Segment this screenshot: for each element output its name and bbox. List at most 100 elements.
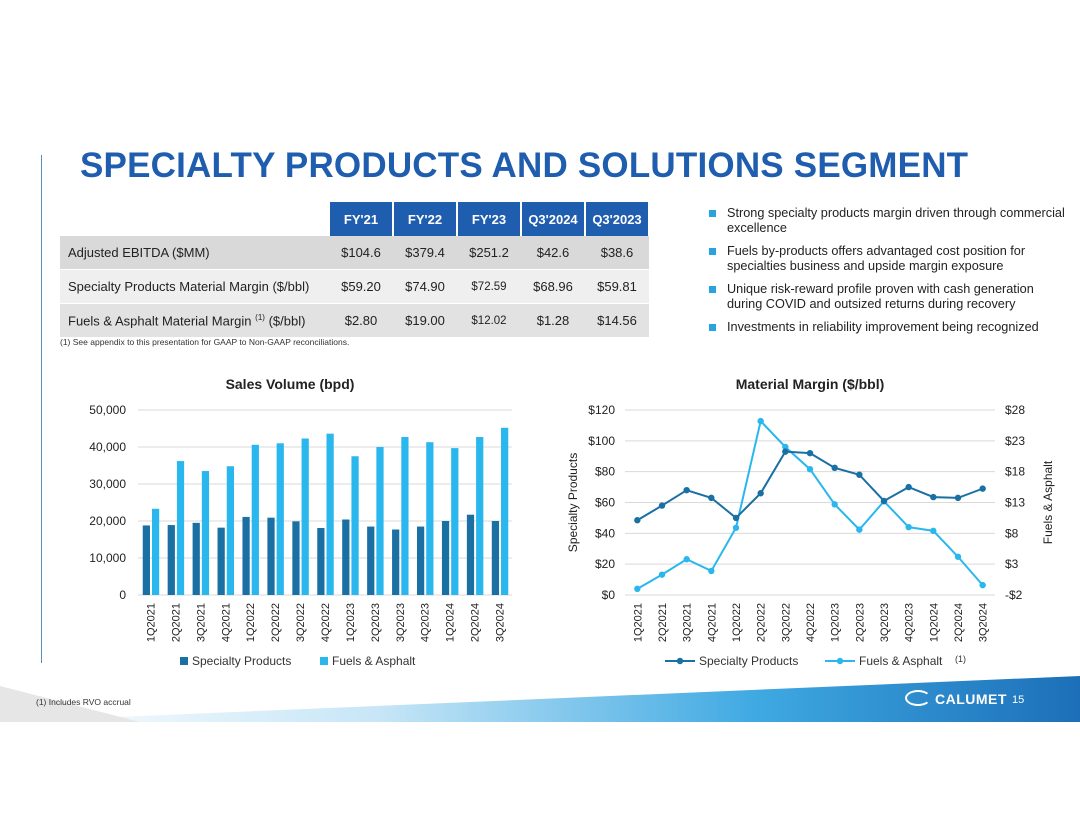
- point-specialty: [634, 517, 641, 524]
- bullet-item: Unique risk-reward profile proven with c…: [707, 282, 1067, 312]
- bar-fuels: [251, 444, 259, 595]
- x-tick-label: 2Q2021: [170, 603, 182, 642]
- y-left-tick-label: $60: [595, 496, 615, 510]
- sales-volume-chart: 0 10,000 20,000 30,000 40,000 50,000 1Q2021 2Q2…: [89, 403, 512, 668]
- y-right-tick-label: $18: [1005, 465, 1025, 479]
- row-label: Fuels & Asphalt Material Margin (1) ($/b…: [60, 303, 329, 338]
- material-margin-chart: $0 -$2 $20 $3 $40 $8 $60 $13 $80 $18 $100 $23 $120 $2…: [566, 403, 1055, 668]
- point-fuels: [708, 567, 715, 575]
- table-cell: $12.02: [457, 303, 521, 338]
- legend-label-fuels: Fuels & Asphalt: [332, 654, 416, 668]
- x-tick-label: 3Q2023: [879, 603, 891, 642]
- x-tick-label: 4Q2021: [220, 603, 232, 642]
- table-header-row: FY'21 FY'22 FY'23 Q3'2024 Q3'2023: [60, 202, 650, 236]
- point-specialty: [683, 486, 690, 494]
- x-tick-label: 2Q2022: [756, 603, 768, 642]
- col-header: FY'21: [329, 202, 394, 236]
- col-header: Q3'2024: [521, 202, 586, 236]
- x-tick-label: 3Q2021: [682, 603, 694, 642]
- point-fuels: [732, 524, 740, 531]
- bar-fuels: [176, 461, 185, 595]
- bullet-item: Fuels by-products offers advantaged cost…: [707, 244, 1067, 274]
- point-fuels: [954, 553, 962, 560]
- y-right-tick-label: $23: [1005, 434, 1025, 448]
- x-tick-label: 4Q2023: [904, 603, 916, 642]
- table-cell: $38.6: [585, 236, 649, 270]
- x-tick-label: 3Q2022: [780, 603, 792, 642]
- point-specialty: [930, 493, 937, 501]
- kpi-table: FY'21 FY'22 FY'23 Q3'2024 Q3'2023 Adjust…: [60, 202, 650, 338]
- y-left-tick-label: $80: [595, 465, 615, 479]
- y-left-tick-label: $100: [588, 434, 615, 448]
- y-left-tick-label: $0: [602, 588, 616, 602]
- bullet-text: Strong specialty products margin driven …: [727, 206, 1065, 235]
- x-tick-label: 2Q2023: [370, 603, 382, 642]
- y-right-tick-label: $3: [1005, 557, 1019, 571]
- x-tick-label: 2Q2023: [854, 603, 866, 642]
- y-tick-label: 50,000: [89, 403, 126, 417]
- x-tick-label: 4Q2022: [805, 603, 817, 642]
- footer-footnote: (1) Includes RVO accrual: [36, 697, 131, 707]
- bar-specialty: [392, 529, 400, 595]
- y-left-tick-label: $40: [595, 526, 615, 540]
- point-fuels: [634, 585, 641, 593]
- bar-specialty: [317, 528, 325, 595]
- bar-specialty: [417, 526, 425, 595]
- logo-text: CALUMET: [935, 691, 1007, 707]
- point-specialty: [806, 449, 814, 457]
- col-header: Q3'2023: [585, 202, 650, 236]
- y-tick-label: 0: [119, 588, 126, 602]
- legend-swatch-specialty: [180, 657, 188, 665]
- bar-fuels: [401, 437, 409, 595]
- bullet-text: Fuels by-products offers advantaged cost…: [727, 244, 1026, 273]
- bar-specialty: [342, 519, 350, 595]
- bar-specialty: [491, 521, 500, 595]
- legend-label-specialty: Specialty Products: [699, 654, 798, 668]
- table-cell: $59.81: [585, 269, 649, 304]
- row-label-unit: ($/bbl): [268, 313, 306, 329]
- bar-specialty: [367, 526, 375, 595]
- y-right-tick-label: $28: [1005, 403, 1025, 417]
- bullet-item: Strong specialty products margin driven …: [707, 206, 1067, 236]
- point-specialty: [782, 448, 789, 455]
- x-tick-label: 1Q2022: [731, 603, 743, 642]
- bullet-square-icon: [709, 286, 716, 293]
- x-tick-label: 2Q2024: [953, 603, 965, 642]
- y-axis-label-left: Specialty Products: [566, 453, 580, 552]
- row-label: Adjusted EBITDA ($MM): [60, 236, 329, 270]
- y-right-tick-label: $8: [1005, 526, 1019, 540]
- table-cell: $379.4: [393, 236, 457, 270]
- x-tick-label: 3Q2022: [295, 603, 307, 642]
- left-accent-line: [41, 155, 42, 663]
- legend-footnote-marker: (1): [955, 654, 966, 664]
- x-tick-label: 1Q2024: [928, 603, 940, 642]
- bullet-list: Strong specialty products margin driven …: [707, 206, 1067, 343]
- bar-specialty: [192, 522, 200, 595]
- bar-fuels: [151, 508, 160, 595]
- x-tick-label: 1Q2022: [245, 603, 257, 642]
- bar-specialty: [142, 525, 150, 595]
- bar-fuels: [476, 437, 484, 595]
- x-tick-label: 3Q2024: [978, 603, 990, 642]
- table-cell: $2.80: [329, 303, 393, 338]
- x-tick-label: 1Q2021: [145, 603, 157, 642]
- bullet-square-icon: [709, 248, 716, 255]
- point-fuels: [856, 526, 863, 533]
- y-right-tick-label: -$2: [1005, 588, 1023, 602]
- point-specialty: [856, 471, 863, 478]
- bullet-square-icon: [709, 324, 716, 331]
- point-fuels: [831, 501, 838, 508]
- bar-fuels: [276, 443, 284, 595]
- x-tick-label: 2Q2022: [270, 603, 282, 642]
- point-fuels: [658, 571, 666, 578]
- line-specialty: [636, 450, 984, 522]
- y-left-tick-label: $20: [595, 557, 615, 571]
- point-fuels: [683, 556, 690, 563]
- bar-fuels: [351, 456, 359, 595]
- legend-marker-specialty: [676, 657, 684, 665]
- point-fuels: [806, 466, 814, 473]
- x-tick-label: 1Q2023: [345, 603, 357, 642]
- table-cell: $19.00: [393, 303, 457, 338]
- point-specialty: [757, 490, 764, 497]
- x-tick-label: 1Q2021: [632, 603, 644, 642]
